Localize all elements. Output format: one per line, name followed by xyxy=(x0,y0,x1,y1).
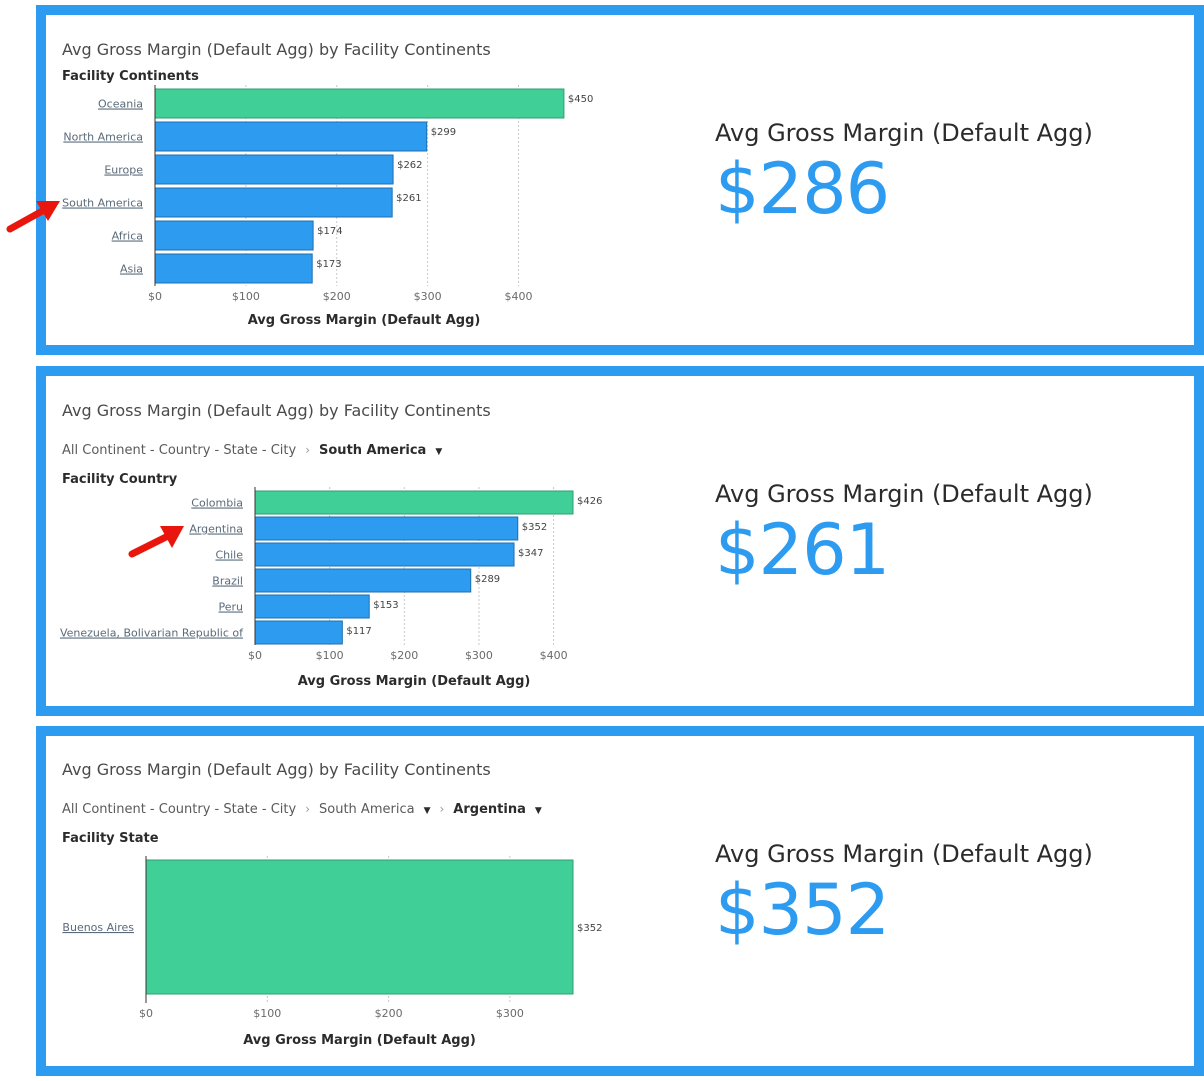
kpi-label: Avg Gross Margin (Default Agg) xyxy=(715,119,1093,147)
category-label[interactable]: Brazil xyxy=(212,575,243,588)
panel-title: Avg Gross Margin (Default Agg) by Facili… xyxy=(62,40,491,59)
value-label: $173 xyxy=(316,259,341,270)
x-tick-label: $0 xyxy=(139,1007,153,1020)
category-axis-title: Facility Country xyxy=(62,472,178,487)
category-label[interactable]: Chile xyxy=(215,549,243,562)
category-label[interactable]: South America xyxy=(62,197,143,210)
value-label: $347 xyxy=(518,548,543,559)
category-label[interactable]: Peru xyxy=(218,601,243,614)
value-label: $299 xyxy=(431,127,456,138)
x-tick-label: $0 xyxy=(248,649,262,662)
value-label: $352 xyxy=(577,923,602,934)
kpi-value: $261 xyxy=(715,509,890,591)
kpi-value: $286 xyxy=(715,148,890,230)
breadcrumb-current[interactable]: Argentina xyxy=(453,802,526,817)
value-label: $174 xyxy=(317,226,342,237)
kpi-value: $352 xyxy=(715,869,890,951)
chevron-right-icon: › xyxy=(305,443,311,457)
x-tick-label: $200 xyxy=(375,1007,403,1020)
value-label: $153 xyxy=(373,600,398,611)
x-tick-label: $200 xyxy=(390,649,418,662)
value-label: $450 xyxy=(568,94,593,105)
category-axis-title: Facility State xyxy=(62,831,159,846)
x-tick-label: $200 xyxy=(323,290,351,303)
kpi-label: Avg Gross Margin (Default Agg) xyxy=(715,840,1093,868)
breadcrumb-current[interactable]: South America xyxy=(319,443,427,458)
x-tick-label: $400 xyxy=(504,290,532,303)
x-tick-label: $300 xyxy=(496,1007,524,1020)
kpi-label: Avg Gross Margin (Default Agg) xyxy=(715,480,1093,508)
category-label[interactable]: Buenos Aires xyxy=(62,921,134,934)
value-label: $352 xyxy=(522,522,547,533)
breadcrumb: All Continent - Country - State - City › S… xyxy=(62,802,542,817)
caret-down-icon[interactable]: ▼ xyxy=(435,447,443,457)
category-label[interactable]: Oceania xyxy=(98,98,143,111)
bar[interactable] xyxy=(154,121,428,152)
arrow-pointer-icon xyxy=(6,201,60,233)
x-tick-label: $100 xyxy=(232,290,260,303)
category-label[interactable]: Europe xyxy=(104,164,143,177)
bar[interactable] xyxy=(154,154,394,185)
category-label[interactable]: North America xyxy=(63,131,143,144)
value-label: $261 xyxy=(396,193,421,204)
bar[interactable] xyxy=(154,220,314,251)
category-axis-title: Facility Continents xyxy=(62,69,199,84)
breadcrumb: All Continent - Country - State - City › S… xyxy=(62,443,442,458)
category-label[interactable]: Argentina xyxy=(189,523,243,536)
bar[interactable] xyxy=(145,859,574,995)
category-label[interactable]: Africa xyxy=(112,230,143,243)
category-label[interactable]: Venezuela, Bolivarian Republic of xyxy=(60,627,244,640)
chevron-right-icon: › xyxy=(439,802,445,816)
bar[interactable] xyxy=(154,253,313,284)
x-tick-label: $100 xyxy=(253,1007,281,1020)
value-label: $426 xyxy=(577,496,602,507)
caret-down-icon[interactable]: ▼ xyxy=(423,806,431,816)
caret-down-icon[interactable]: ▼ xyxy=(534,806,542,816)
breadcrumb-root[interactable]: All Continent - Country - State - City xyxy=(62,802,297,817)
breadcrumb-level[interactable]: South America xyxy=(319,802,415,817)
arrow-pointer-icon xyxy=(128,526,184,558)
x-axis-title: Avg Gross Margin (Default Agg) xyxy=(298,674,531,689)
panel-title: Avg Gross Margin (Default Agg) by Facili… xyxy=(62,401,491,420)
chevron-right-icon: › xyxy=(305,802,311,816)
x-tick-label: $300 xyxy=(414,290,442,303)
x-tick-label: $400 xyxy=(540,649,568,662)
x-tick-label: $0 xyxy=(148,290,162,303)
category-label[interactable]: Asia xyxy=(120,263,143,276)
breadcrumb-root[interactable]: All Continent - Country - State - City xyxy=(62,443,297,458)
category-label[interactable]: Colombia xyxy=(191,497,243,510)
x-tick-label: $100 xyxy=(316,649,344,662)
value-label: $289 xyxy=(475,574,500,585)
x-axis-title: Avg Gross Margin (Default Agg) xyxy=(243,1033,476,1048)
value-label: $262 xyxy=(397,160,422,171)
panel-title: Avg Gross Margin (Default Agg) by Facili… xyxy=(62,760,491,779)
dashboard-panel-countries xyxy=(36,366,1204,716)
x-axis-title: Avg Gross Margin (Default Agg) xyxy=(248,313,481,328)
x-tick-label: $300 xyxy=(465,649,493,662)
value-label: $117 xyxy=(346,626,371,637)
